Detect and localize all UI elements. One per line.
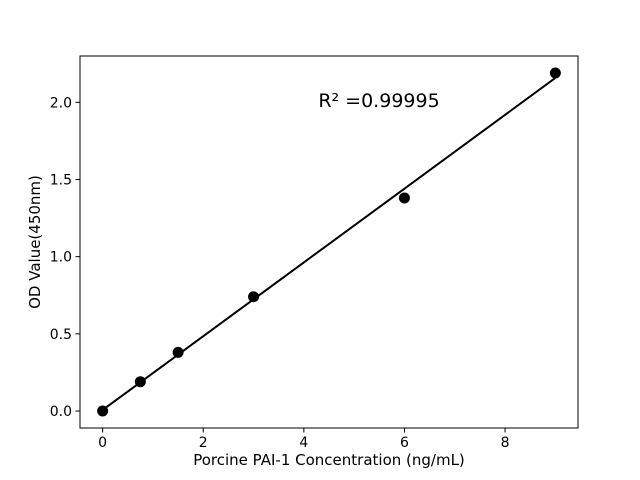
x-tick-label: 4 xyxy=(299,435,308,451)
x-tick-label: 8 xyxy=(501,435,510,451)
r-squared-annotation: R² =0.99995 xyxy=(318,90,440,112)
x-axis-label: Porcine PAI-1 Concentration (ng/mL) xyxy=(193,451,465,469)
data-point-marker xyxy=(97,405,109,417)
data-point-marker xyxy=(398,192,410,204)
data-point-marker xyxy=(134,376,146,388)
y-tick-label: 0.0 xyxy=(50,404,72,420)
y-tick-label: 0.5 xyxy=(50,327,72,343)
y-axis-label: OD Value(450nm) xyxy=(26,175,44,309)
axes-frame xyxy=(79,55,579,429)
y-tick-label: 2.0 xyxy=(50,95,72,111)
x-tick-label: 6 xyxy=(400,435,409,451)
fit-line xyxy=(102,77,556,411)
data-point-marker xyxy=(172,346,184,358)
y-tick-label: 1.5 xyxy=(50,172,72,188)
data-point-marker xyxy=(248,291,260,303)
y-tick-label: 1.0 xyxy=(50,250,72,266)
data-point-marker xyxy=(549,67,561,79)
x-tick-label: 2 xyxy=(199,435,208,451)
x-tick-label: 0 xyxy=(98,435,107,451)
